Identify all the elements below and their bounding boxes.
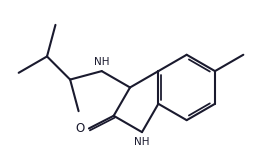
Text: NH: NH (94, 57, 110, 67)
Text: NH: NH (134, 137, 150, 147)
Text: O: O (76, 122, 85, 135)
